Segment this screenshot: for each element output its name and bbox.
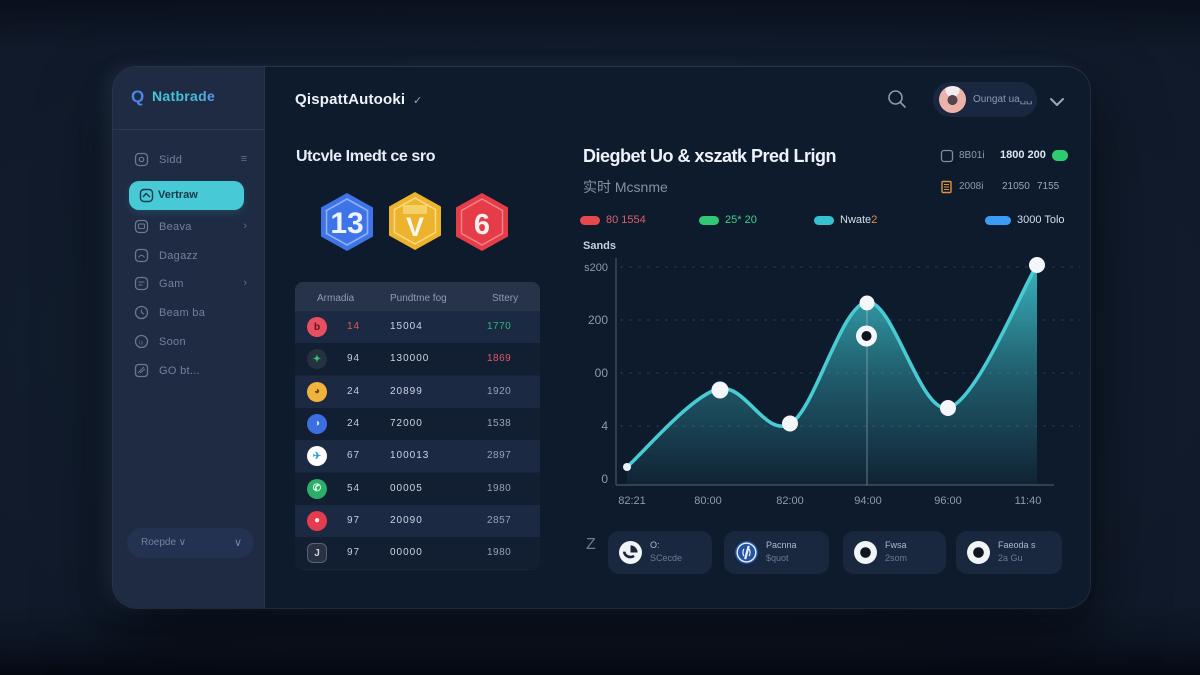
svg-text:200: 200 xyxy=(588,313,608,327)
svg-text:80:00: 80:00 xyxy=(694,495,722,507)
svg-text:6: 6 xyxy=(474,209,490,241)
svg-text:u: u xyxy=(139,340,143,347)
svg-text:4: 4 xyxy=(601,419,608,433)
svg-text:82:21: 82:21 xyxy=(618,495,646,507)
svg-text:Natbrade: Natbrade xyxy=(152,88,215,104)
svg-text:Sands: Sands xyxy=(583,240,616,252)
svg-text:11:40: 11:40 xyxy=(1015,495,1042,507)
svg-text:94:00: 94:00 xyxy=(854,495,882,507)
svg-text:0: 0 xyxy=(601,472,608,486)
svg-text:96:00: 96:00 xyxy=(934,495,962,507)
svg-text:Q: Q xyxy=(131,87,144,106)
svg-text:s200: s200 xyxy=(584,262,608,274)
svg-text:82:00: 82:00 xyxy=(776,495,804,507)
svg-text:00: 00 xyxy=(595,366,609,380)
svg-text:V: V xyxy=(406,212,424,242)
svg-text:13: 13 xyxy=(330,207,363,240)
